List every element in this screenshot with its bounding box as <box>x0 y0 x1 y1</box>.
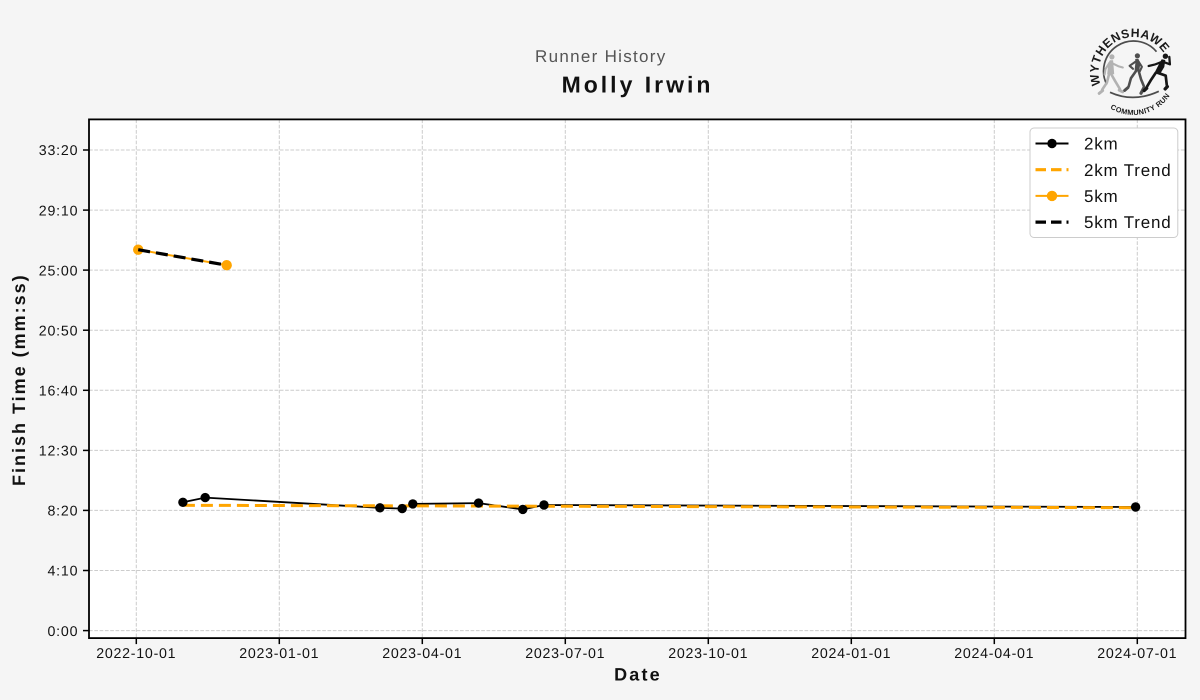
svg-text:5km Trend: 5km Trend <box>1084 213 1172 232</box>
svg-text:2km: 2km <box>1084 135 1119 154</box>
svg-text:4:10: 4:10 <box>47 564 78 580</box>
svg-text:Finish Time (mm:ss): Finish Time (mm:ss) <box>9 273 29 486</box>
svg-text:2023-10-01: 2023-10-01 <box>668 646 748 662</box>
svg-text:Date: Date <box>614 665 662 685</box>
svg-text:2023-04-01: 2023-04-01 <box>382 646 462 662</box>
svg-text:5km: 5km <box>1084 187 1119 206</box>
svg-text:8:20: 8:20 <box>47 504 78 520</box>
svg-text:Molly Irwin: Molly Irwin <box>562 71 714 97</box>
svg-text:16:40: 16:40 <box>39 384 79 400</box>
svg-text:2024-01-01: 2024-01-01 <box>811 646 891 662</box>
svg-text:2023-01-01: 2023-01-01 <box>239 646 319 662</box>
svg-text:25:00: 25:00 <box>39 263 79 279</box>
svg-text:29:10: 29:10 <box>39 203 79 219</box>
svg-text:2023-07-01: 2023-07-01 <box>525 646 605 662</box>
svg-text:Runner History: Runner History <box>535 47 667 66</box>
svg-text:2024-04-01: 2024-04-01 <box>954 646 1034 662</box>
svg-text:2022-10-01: 2022-10-01 <box>96 646 176 662</box>
svg-text:33:20: 33:20 <box>39 143 79 159</box>
svg-text:2024-07-01: 2024-07-01 <box>1097 646 1177 662</box>
svg-text:12:30: 12:30 <box>39 444 79 460</box>
svg-text:0:00: 0:00 <box>47 624 78 640</box>
svg-text:20:50: 20:50 <box>39 323 79 339</box>
svg-text:2km Trend: 2km Trend <box>1084 161 1172 180</box>
